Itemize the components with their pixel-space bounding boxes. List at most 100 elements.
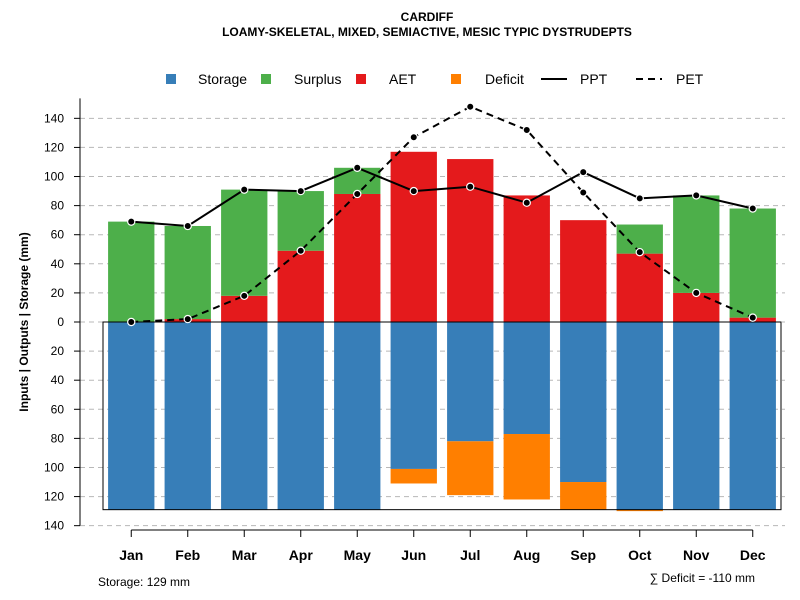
point-ppt-mar	[240, 185, 249, 194]
point-pet-jun	[409, 133, 418, 142]
legend-label-aet: AET	[389, 71, 417, 87]
bar-aet-apr	[277, 250, 324, 322]
bar-surplus-apr	[277, 191, 324, 251]
point-pet-jan	[127, 317, 136, 327]
line-pet	[131, 105, 754, 323]
y-tick-label: 100	[44, 460, 64, 474]
x-tick-label-jun: Jun	[401, 547, 426, 563]
y-tick-label: 60	[51, 402, 65, 416]
point-ppt-dec	[748, 204, 757, 213]
bar-surplus-mar	[221, 189, 268, 296]
y-tick-label: 140	[44, 111, 64, 125]
x-tick-label-mar: Mar	[232, 547, 257, 563]
bar-storage-nov	[673, 322, 720, 510]
bar-storage-aug	[503, 322, 550, 435]
bar-aet-may	[334, 193, 381, 322]
point-pet-may	[353, 189, 362, 199]
x-tick-label-jan: Jan	[119, 547, 143, 563]
bar-aet-mar	[221, 295, 268, 322]
line-ppt	[131, 166, 753, 228]
x-tick-label-dec: Dec	[740, 547, 766, 563]
point-ppt-aug	[522, 198, 531, 207]
bar-deficit-oct	[616, 509, 663, 512]
legend-key-surplus	[261, 74, 271, 84]
y-axis-label: Inputs | Outputs | Storage (mm)	[17, 232, 31, 411]
bar-aet-jun	[390, 151, 437, 322]
point-ppt-jan	[127, 217, 136, 226]
legend-key-storage	[166, 74, 176, 84]
bar-storage-jan	[108, 322, 155, 510]
bar-aet-oct	[616, 253, 663, 322]
legend-label-storage: Storage	[198, 71, 247, 87]
point-pet-oct	[635, 247, 644, 257]
bar-storage-apr	[277, 322, 324, 510]
plot-frame	[102, 321, 782, 511]
point-pet-nov	[692, 288, 701, 298]
point-pet-feb	[183, 314, 192, 324]
y-tick-label: 140	[44, 519, 64, 533]
point-ppt-jul	[466, 182, 475, 191]
x-tick-label-nov: Nov	[683, 547, 710, 563]
bar-storage-feb	[164, 322, 211, 510]
y-tick-label: 20	[51, 344, 65, 358]
y-tick-label: 20	[51, 286, 65, 300]
legend: Storage Surplus AET Deficit PPT PET	[166, 71, 704, 87]
x-tick-label-sep: Sep	[570, 547, 596, 563]
y-tick-label: 60	[51, 228, 65, 242]
bar-storage-mar	[221, 322, 268, 510]
point-ppt-feb	[183, 221, 192, 231]
bar-aet-sep	[560, 220, 607, 322]
bar-deficit-sep	[560, 482, 607, 510]
x-tick-label-feb: Feb	[175, 547, 200, 563]
storage-frame	[102, 321, 782, 511]
point-ppt-nov	[692, 191, 701, 200]
bar-storage-may	[334, 322, 381, 510]
x-tick-label-may: May	[344, 547, 371, 563]
chart-subtitle: LOAMY-SKELETAL, MIXED, SEMIACTIVE, MESIC…	[222, 25, 632, 39]
y-tick-label: 100	[44, 170, 64, 184]
legend-label-deficit: Deficit	[485, 71, 524, 87]
y-tick-label: 80	[51, 199, 65, 213]
bar-deficit-jul	[447, 441, 494, 496]
y-tick-label: 0	[57, 315, 64, 329]
bar-surplus-dec	[729, 208, 776, 318]
point-ppt-sep	[579, 167, 588, 177]
bar-surplus-jan	[108, 221, 155, 322]
bar-storage-dec	[729, 322, 776, 510]
x-tick-label-aug: Aug	[513, 547, 540, 563]
bar-aet-aug	[503, 195, 550, 322]
point-pet-sep	[579, 188, 588, 197]
bar-storage-jul	[447, 322, 494, 442]
legend-label-pet: PET	[676, 71, 704, 87]
axes: 140 120 100 80 60 40 20 0 20 40 60 80 100 120 140 Jan Fe…	[44, 98, 766, 563]
chart-title: CARDIFF	[401, 10, 454, 24]
bar-surplus-may	[334, 167, 381, 194]
bar-storage-oct	[616, 322, 663, 510]
point-pet-aug	[522, 125, 531, 135]
y-tick-label: 120	[44, 490, 64, 504]
storage-footnote: Storage: 129 mm	[98, 575, 190, 589]
x-tick-label-apr: Apr	[289, 547, 314, 563]
x-tick-label-jul: Jul	[460, 547, 480, 563]
point-pet-mar	[240, 291, 249, 301]
legend-key-aet	[356, 74, 366, 84]
y-tick-label: 40	[51, 373, 65, 387]
bar-surplus-feb	[164, 225, 211, 320]
lines	[127, 102, 757, 327]
point-pet-apr	[296, 246, 305, 255]
deficit-footnote: ∑ Deficit = -110 mm	[650, 571, 755, 585]
bar-storage-sep	[560, 322, 607, 483]
point-ppt-jun	[409, 186, 418, 196]
bar-aet-nov	[673, 292, 720, 322]
legend-label-ppt: PPT	[580, 71, 608, 87]
point-pet-jul	[466, 102, 475, 111]
y-tick-label: 40	[51, 257, 65, 271]
point-ppt-may	[353, 163, 362, 172]
bar-deficit-aug	[503, 434, 550, 500]
legend-key-deficit	[451, 74, 461, 84]
point-pet-dec	[748, 313, 757, 322]
x-tick-label-oct: Oct	[628, 547, 652, 563]
bar-surplus-nov	[673, 195, 720, 293]
y-tick-label: 120	[44, 140, 64, 154]
